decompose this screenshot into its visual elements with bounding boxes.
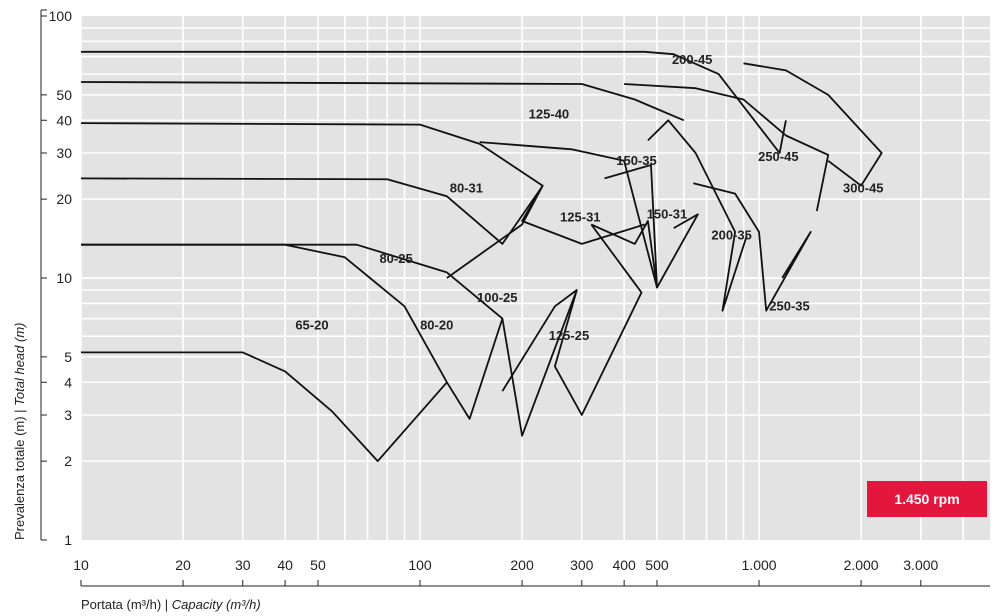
curve-label-250-45: 250-45 <box>758 149 798 164</box>
x-tick-label: 2.000 <box>844 557 879 573</box>
curve-label-125-25: 125-25 <box>549 328 589 343</box>
x-tick-label: 500 <box>645 557 669 573</box>
y-tick-labels: 1 2 3 4 5 10 20 30 40 50 100 <box>41 8 72 548</box>
pump-curves <box>80 50 883 462</box>
grid-lines <box>80 16 990 540</box>
x-tick-label: 3.000 <box>903 557 938 573</box>
curve-125-40 <box>80 81 685 122</box>
curve-80-25 <box>80 177 544 245</box>
curve-label-300-45: 300-45 <box>843 180 883 195</box>
y-tick-label: 3 <box>64 407 72 423</box>
speed-badge-label: 1.450 rpm <box>894 491 960 507</box>
curve-65-20 <box>81 351 448 462</box>
y-tick-label: 2 <box>64 453 72 469</box>
x-axis-title-main: Portata (m³/h) | <box>81 597 172 612</box>
x-tick-label: 20 <box>175 557 191 573</box>
curve-labels: 65-20 80-20 80-25 80-31 100-25 125-25 125-31 12… <box>295 52 883 343</box>
y-axis-title-main: Prevalenza totale (m) | <box>12 406 27 540</box>
x-tick-label: 40 <box>277 557 293 573</box>
y-tick-label: 100 <box>49 8 73 24</box>
x-tick-label: 100 <box>408 557 432 573</box>
x-tick-label: 10 <box>73 557 89 573</box>
y-tick-label: 5 <box>64 349 72 365</box>
curve-label-250-35: 250-35 <box>769 298 809 313</box>
x-tick-label: 1.000 <box>742 557 777 573</box>
curve-label-80-25: 80-25 <box>379 251 412 266</box>
x-axis-title: Portata (m³/h) | Capacity (m³/h) <box>81 597 261 612</box>
curve-label-200-35: 200-35 <box>711 228 751 243</box>
curve-80-31 <box>80 122 544 187</box>
curve-200-35 <box>647 119 748 312</box>
y-tick-label: 50 <box>56 87 72 103</box>
x-tick-label: 200 <box>510 557 534 573</box>
x-tick-label: 30 <box>235 557 251 573</box>
y-tick-label: 10 <box>56 270 72 286</box>
curve-200-45 <box>81 50 787 154</box>
curve-label-200-45: 200-45 <box>672 52 712 67</box>
y-tick-label: 4 <box>64 374 72 390</box>
y-tick-label: 30 <box>56 145 72 161</box>
curve-label-125-31: 125-31 <box>560 210 600 225</box>
curve-150-35 <box>479 141 658 289</box>
curve-300-45 <box>743 62 883 187</box>
curve-100-25 <box>81 243 578 437</box>
y-axis-title-italic: Total head (m) <box>12 323 27 406</box>
x-axis-title-italic: Capacity (m³/h) <box>172 597 261 612</box>
x-tick-label: 50 <box>310 557 326 573</box>
curve-label-150-35: 150-35 <box>616 153 656 168</box>
curve-label-80-31: 80-31 <box>450 180 483 195</box>
speed-badge: 1.450 rpm <box>867 481 987 517</box>
curve-250-35 <box>693 182 812 312</box>
curve-label-100-25: 100-25 <box>477 290 517 305</box>
x-tick-label: 300 <box>570 557 594 573</box>
x-tick-labels: 10 20 30 40 50 100 200 300 400 500 1.000 2.000 3.000 <box>73 557 939 586</box>
curve-label-125-40: 125-40 <box>529 107 569 122</box>
curve-150-31 <box>590 213 699 289</box>
y-tick-label: 40 <box>56 112 72 128</box>
curve-125-25 <box>501 223 643 416</box>
y-axis-title: Prevalenza totale (m) | Total head (m) <box>12 323 27 541</box>
y-tick-label: 20 <box>56 191 72 207</box>
curve-125-31 <box>446 184 645 279</box>
curve-label-80-20: 80-20 <box>420 317 453 332</box>
curve-label-65-20: 65-20 <box>295 317 328 332</box>
curve-label-150-31: 150-31 <box>647 206 687 221</box>
y-tick-label: 1 <box>64 532 72 548</box>
x-tick-label: 400 <box>612 557 636 573</box>
curve-250-45 <box>624 83 830 212</box>
